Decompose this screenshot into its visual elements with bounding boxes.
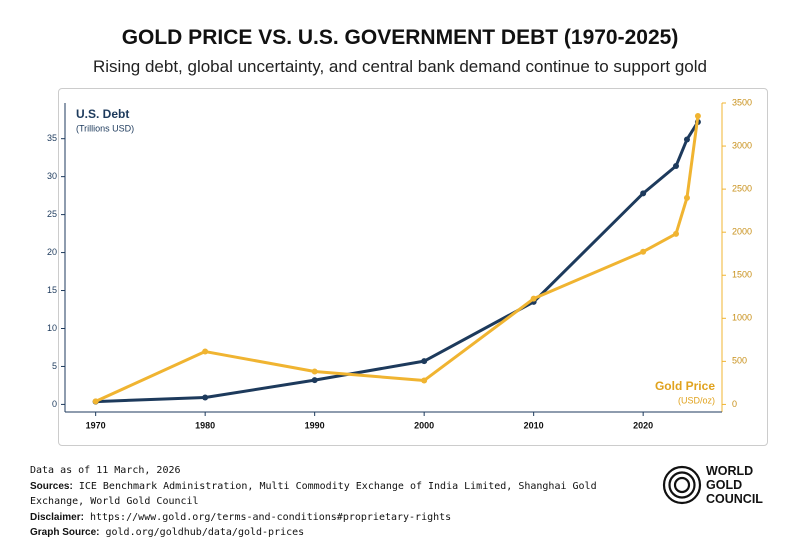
label: Sources: [30, 480, 73, 492]
x-tick-label: 1980 [195, 420, 215, 430]
data-point [421, 377, 428, 384]
data-point [311, 368, 318, 375]
y-tick-label: 30 [47, 171, 57, 181]
x-tick-label: 2000 [414, 420, 434, 430]
text: https://www.gold.org/terms-and-condition… [89, 511, 452, 523]
logo-line: WORLD [706, 464, 754, 478]
chart-frame [58, 88, 768, 446]
data-point [530, 295, 537, 302]
y-tick-label: 10 [47, 323, 57, 333]
data-point [673, 163, 680, 170]
data-point [202, 348, 209, 355]
y-tick-label: 25 [47, 209, 57, 219]
y-tick-label: 15 [47, 285, 57, 295]
y-axis-unit: (Trillions USD) [76, 123, 134, 133]
y2-tick-label: 3000 [732, 140, 752, 150]
logo-mark [662, 465, 702, 505]
label: Graph Source: [30, 527, 100, 538]
y-tick-label: 5 [52, 361, 57, 371]
data-point [640, 248, 647, 255]
y2-tick-label: 2000 [732, 227, 752, 237]
data-point [673, 230, 680, 237]
y2-tick-label: 2500 [732, 183, 752, 193]
label: Disclaimer: [30, 511, 84, 523]
y-tick-label: 35 [47, 133, 57, 143]
y2-axis-unit: (USD/oz) [678, 395, 715, 405]
data-point [683, 136, 690, 143]
data-point [92, 398, 99, 405]
logo-text: WORLD GOLD COUNCIL [706, 464, 763, 506]
chart-title: GOLD PRICE VS. U.S. GOVERNMENT DEBT (197… [121, 26, 679, 49]
data-point [683, 194, 690, 201]
series-line [95, 115, 700, 403]
x-tick-label: 2010 [524, 420, 544, 430]
footer-disclaimer: Disclaimer: https://www.gold.org/terms-a… [30, 510, 630, 526]
y2-axis-title: Gold Price [655, 379, 715, 393]
x-tick-label: 1970 [86, 420, 106, 430]
data-point [421, 358, 428, 365]
y2-tick-label: 3500 [732, 97, 752, 107]
x-tick-label: 2020 [633, 420, 653, 430]
footer: Data as of 11 March, 2026 Sources: ICE B… [30, 463, 630, 541]
footer-sources: Sources: ICE Benchmark Administration, M… [30, 479, 630, 510]
y2-tick-label: 1000 [732, 313, 752, 323]
logo: WORLD GOLD COUNCIL [662, 463, 772, 509]
y-axis-title: U.S. Debt [76, 107, 129, 121]
chart-subtitle: Rising debt, global uncertainty, and cen… [93, 57, 707, 76]
y2-tick-label: 500 [732, 356, 747, 366]
y2-tick-label: 0 [732, 399, 737, 409]
footer-graph-source: Graph Source: gold.org/goldhub/data/gold… [30, 525, 630, 541]
logo-line: GOLD [706, 478, 743, 492]
data-point [202, 394, 209, 401]
y-tick-label: 20 [47, 247, 57, 257]
data-point [694, 113, 701, 120]
logo-line: COUNCIL [706, 492, 763, 506]
footer-date: Data as of 11 March, 2026 [30, 465, 181, 476]
data-point [640, 190, 647, 197]
data-point [311, 377, 318, 384]
text: ICE Benchmark Administration, Multi Comm… [30, 480, 597, 508]
x-tick-label: 1990 [305, 420, 325, 430]
text: gold.org/goldhub/data/gold-prices [105, 527, 305, 538]
y-tick-label: 0 [52, 399, 57, 409]
y2-tick-label: 1500 [732, 270, 752, 280]
